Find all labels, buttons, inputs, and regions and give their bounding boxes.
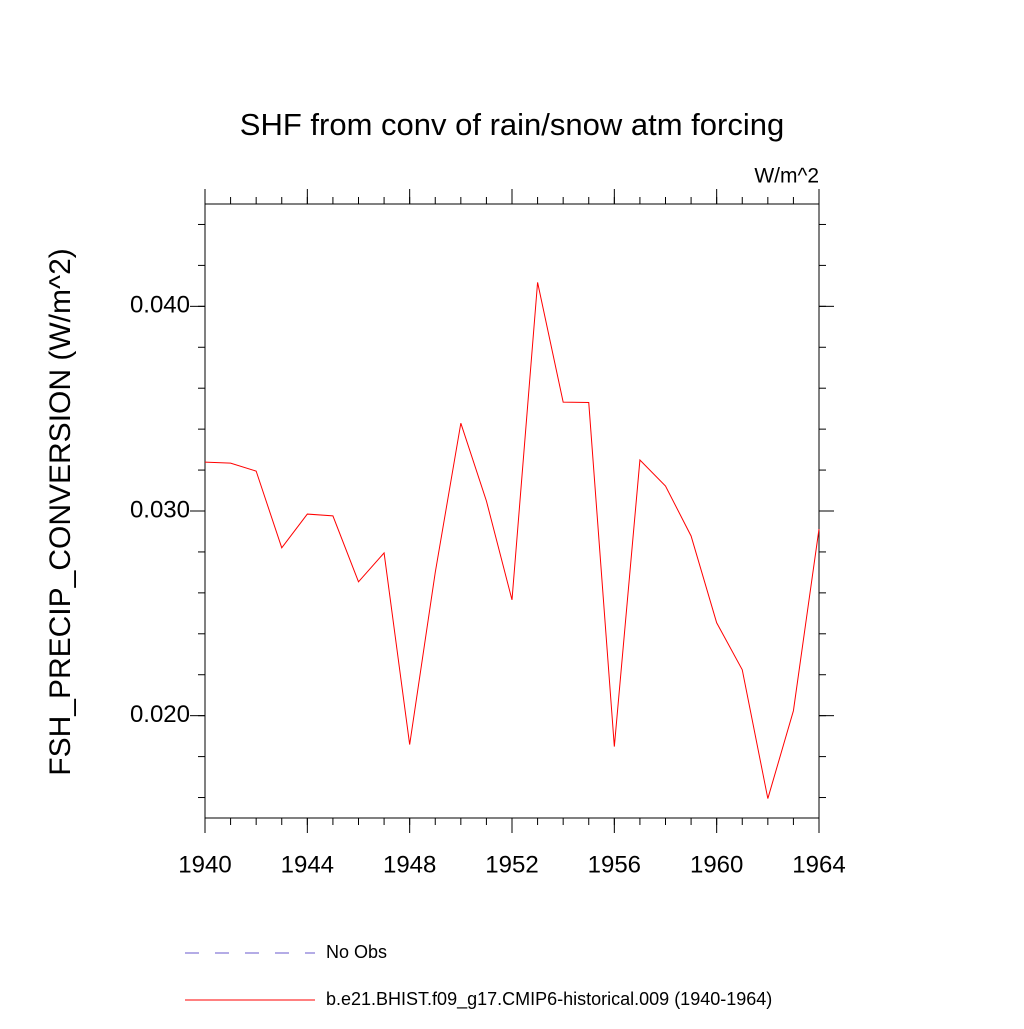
chart-title: SHF from conv of rain/snow atm forcing bbox=[240, 107, 784, 142]
x-tick-label: 1956 bbox=[588, 851, 641, 878]
legend-label: No Obs bbox=[326, 942, 387, 962]
x-tick-label: 1960 bbox=[690, 851, 743, 878]
y-tick-label: 0.020 bbox=[130, 701, 190, 728]
legend-label: b.e21.BHIST.f09_g17.CMIP6-historical.009… bbox=[326, 989, 772, 1010]
x-tick-label: 1940 bbox=[178, 851, 231, 878]
y-tick-label: 0.040 bbox=[130, 292, 190, 319]
x-tick-label: 1944 bbox=[281, 851, 334, 878]
plot-frame bbox=[204, 203, 820, 819]
x-tick-label: 1948 bbox=[383, 851, 436, 878]
x-tick-label: 1952 bbox=[485, 851, 538, 878]
y-tick-label: 0.030 bbox=[130, 496, 190, 523]
units-label: W/m^2 bbox=[754, 165, 819, 188]
data-line bbox=[204, 282, 820, 799]
y-axis-label: FSH_PRECIP_CONVERSION (W/m^2) bbox=[44, 248, 77, 775]
x-tick-label: 1964 bbox=[792, 851, 845, 878]
